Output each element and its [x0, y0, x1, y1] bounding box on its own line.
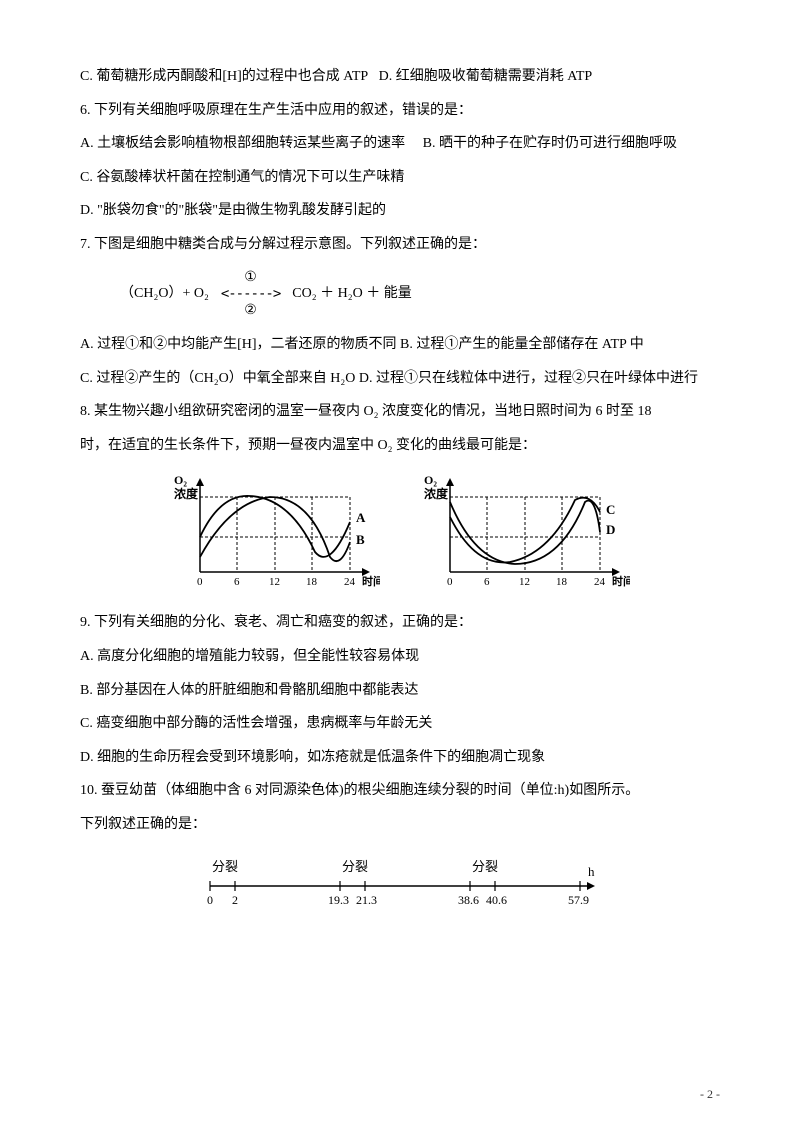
svg-text:12: 12 — [269, 576, 280, 588]
svg-text:0: 0 — [207, 893, 213, 907]
tl-label-2: 分裂 — [342, 859, 368, 874]
ylabel-o2: O₂ — [174, 473, 187, 487]
label-b: B — [356, 532, 365, 547]
q8-stem-2: 时，在适宜的生长条件下，预期一昼夜内温室中 O₂ 变化的曲线最可能是： — [80, 429, 720, 463]
q7-arrow-block: ① <------> ② — [221, 270, 280, 320]
q9-opt-c: C. 癌变细胞中部分酶的活性会增强，患病概率与年龄无关 — [80, 707, 720, 741]
svg-text:O₂: O₂ — [424, 473, 437, 487]
svg-text:0: 0 — [447, 576, 453, 588]
q10-stem-1: 10. 蚕豆幼苗（体细胞中含 6 对同源染色体)的根尖细胞连续分裂的时间（单位:… — [80, 774, 720, 808]
q5-opt-cd: C. 葡萄糖形成丙酮酸和[H]的过程中也合成 ATP D. 红细胞吸收葡萄糖需要… — [80, 60, 720, 94]
q6-opt-b: B. 晒干的种子在贮存时仍可进行细胞呼吸 — [423, 136, 677, 151]
svg-text:时间: 时间 — [362, 574, 380, 588]
q9-opt-d: D. 细胞的生命历程会受到环境影响，如冻疮就是低温条件下的细胞凋亡现象 — [80, 741, 720, 775]
label-d: D — [606, 522, 615, 537]
q6-stem: 6. 下列有关细胞呼吸原理在生产生活中应用的叙述，错误的是： — [80, 94, 720, 128]
label-a: A — [356, 510, 366, 525]
chart-ab: O₂ 浓度 0 6 12 18 24 — [170, 472, 380, 592]
svg-text:38.6: 38.6 — [458, 893, 479, 907]
q7-eq-right: CO₂ ＋ H₂O ＋ 能量 — [292, 286, 411, 303]
svg-text:2: 2 — [232, 893, 238, 907]
q9-opt-a: A. 高度分化细胞的增殖能力较弱，但全能性较容易体现 — [80, 640, 720, 674]
q7-label-2: ② — [244, 303, 257, 320]
q6-opt-a: A. 土壤板结会影响植物根部细胞转运某些离子的速率 — [80, 136, 405, 151]
q7-eq-left: （CH₂O）+ O₂ — [120, 286, 209, 303]
tl-label-1: 分裂 — [212, 859, 238, 874]
q7-opt-cd: C. 过程②产生的（CH₂O）中氧全部来自 H₂O D. 过程①只在线粒体中进行… — [80, 362, 720, 396]
svg-text:24: 24 — [594, 576, 606, 588]
q7-opt-ab: A. 过程①和②中均能产生[H]，二者还原的物质不同 B. 过程①产生的能量全部… — [80, 328, 720, 362]
chart-cd: O₂ 浓度 0 6 12 18 24 — [420, 472, 630, 592]
q6-opt-c: C. 谷氨酸棒状杆菌在控制通气的情况下可以生产味精 — [80, 161, 720, 195]
q10-stem-2: 下列叙述正确的是： — [80, 808, 720, 842]
svg-text:40.6: 40.6 — [486, 893, 507, 907]
q9-stem: 9. 下列有关细胞的分化、衰老、凋亡和癌变的叙述，正确的是： — [80, 606, 720, 640]
svg-text:6: 6 — [484, 576, 490, 588]
tl-unit: h — [588, 864, 595, 879]
svg-text:浓度: 浓度 — [424, 486, 449, 501]
page: C. 葡萄糖形成丙酮酸和[H]的过程中也合成 ATP D. 红细胞吸收葡萄糖需要… — [0, 0, 800, 1131]
q7-stem: 7. 下图是细胞中糖类合成与分解过程示意图。下列叙述正确的是： — [80, 228, 720, 262]
q5-opt-d: D. 红细胞吸收葡萄糖需要消耗 ATP — [379, 69, 593, 84]
svg-text:21.3: 21.3 — [356, 893, 377, 907]
svg-text:24: 24 — [344, 576, 356, 588]
q9-opt-b: B. 部分基因在人体的肝脏细胞和骨骼肌细胞中都能表达 — [80, 674, 720, 708]
svg-text:18: 18 — [306, 576, 318, 588]
svg-text:12: 12 — [519, 576, 530, 588]
q8-charts: O₂ 浓度 0 6 12 18 24 — [80, 472, 720, 592]
svg-text:19.3: 19.3 — [328, 893, 349, 907]
q7-label-1: ① — [244, 270, 257, 287]
q6-opt-d: D. "胀袋勿食"的"胀袋"是由微生物乳酸发酵引起的 — [80, 194, 720, 228]
svg-text:时间: 时间 — [612, 574, 630, 588]
label-c: C — [606, 502, 615, 517]
q7-equation: （CH₂O）+ O₂ ① <------> ② CO₂ ＋ H₂O ＋ 能量 — [120, 270, 720, 320]
svg-text:18: 18 — [556, 576, 568, 588]
tl-label-3: 分裂 — [472, 859, 498, 874]
q8-stem-1: 8. 某生物兴趣小组欲研究密闭的温室一昼夜内 O₂ 浓度变化的情况，当地日照时间… — [80, 395, 720, 429]
ylabel-conc: 浓度 — [174, 486, 199, 501]
arrow-icon: <------> — [221, 286, 280, 303]
svg-text:0: 0 — [197, 576, 203, 588]
q10-timeline: 分裂 分裂 分裂 0 2 19.3 21.3 38.6 40.6 57.9 h — [80, 851, 720, 911]
svg-text:6: 6 — [234, 576, 240, 588]
svg-text:57.9: 57.9 — [568, 893, 589, 907]
page-number: - 2 - — [700, 1080, 720, 1109]
q6-opt-ab: A. 土壤板结会影响植物根部细胞转运某些离子的速率 B. 晒干的种子在贮存时仍可… — [80, 127, 720, 161]
q5-opt-c: C. 葡萄糖形成丙酮酸和[H]的过程中也合成 ATP — [80, 69, 368, 84]
